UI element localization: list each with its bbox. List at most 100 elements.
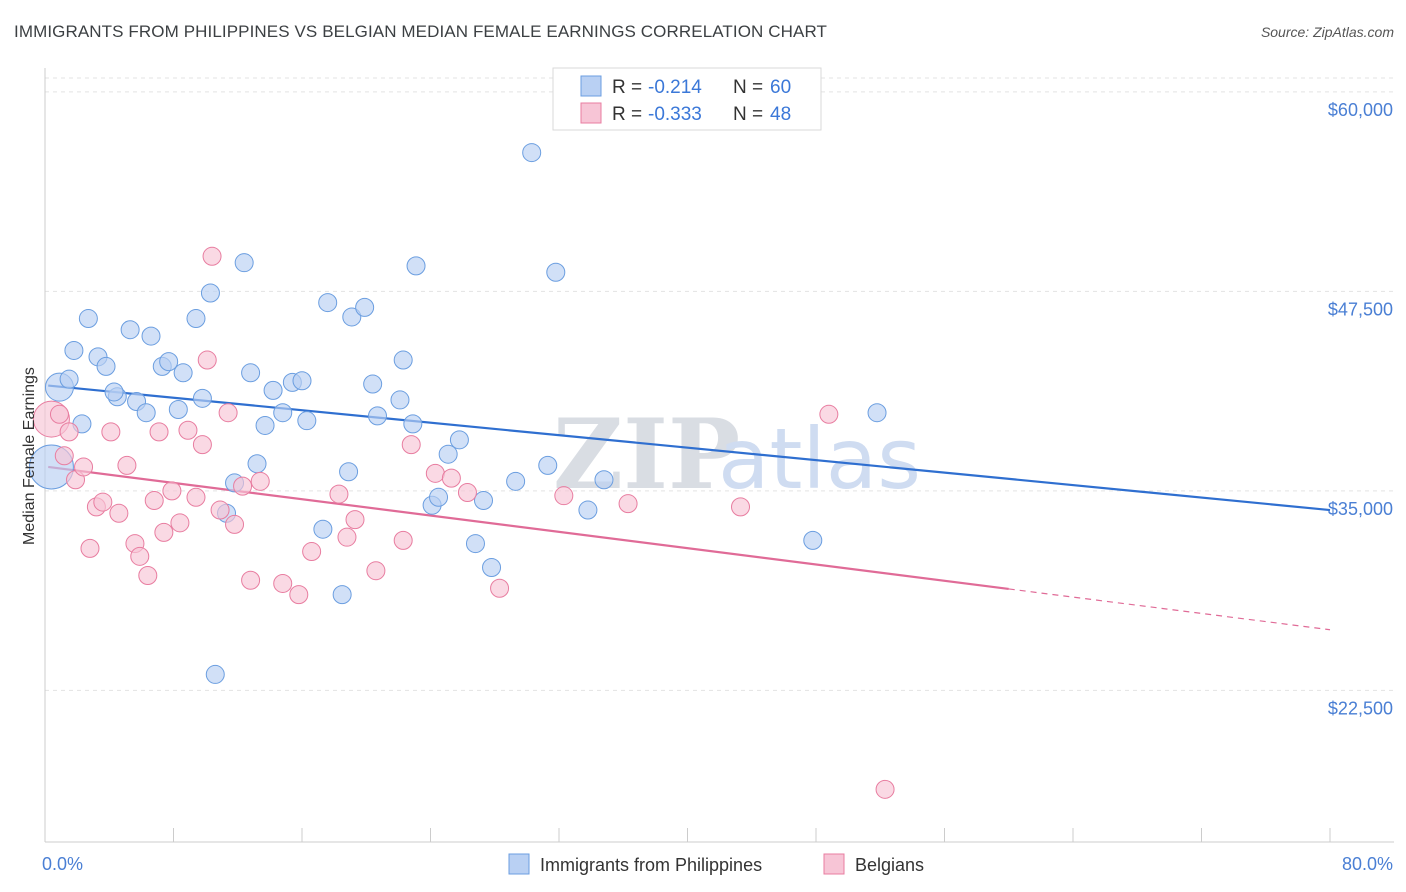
- data-point: [297, 411, 317, 431]
- data-point: [538, 455, 558, 475]
- data-point: [173, 363, 193, 383]
- stats-r-value-2: -0.333: [648, 104, 702, 125]
- legend-label-belgians: Belgians: [855, 855, 924, 875]
- data-point: [345, 510, 365, 530]
- data-point: [117, 455, 137, 475]
- legend-swatch-philippines: [508, 853, 530, 875]
- data-point: [546, 262, 566, 282]
- data-point: [819, 404, 839, 424]
- series-points-belgians: [32, 246, 895, 799]
- y-tick-labels: $60,000 $47,500 $35,000 $22,500: [1328, 100, 1393, 718]
- data-points: [28, 143, 895, 799]
- stats-legend: R = -0.214 N = 60 R = -0.333 N = 48: [552, 67, 822, 131]
- data-point: [141, 326, 161, 346]
- data-point: [393, 530, 413, 550]
- data-point: [289, 585, 309, 605]
- data-point: [96, 356, 116, 376]
- data-point: [159, 352, 179, 372]
- source-credit: Source: ZipAtlas.com: [1260, 24, 1394, 40]
- data-point: [93, 492, 113, 512]
- data-point: [875, 779, 895, 799]
- data-point: [273, 573, 293, 593]
- data-point: [401, 435, 421, 455]
- data-point: [867, 403, 887, 423]
- data-point: [168, 400, 188, 420]
- chart-title: IMMIGRANTS FROM PHILIPPINES VS BELGIAN M…: [14, 22, 828, 41]
- data-point: [363, 374, 383, 394]
- data-point: [200, 283, 220, 303]
- data-point: [186, 487, 206, 507]
- data-point: [318, 293, 338, 313]
- stats-n-label-1: N =: [733, 77, 763, 98]
- data-point: [210, 500, 230, 520]
- data-point: [366, 561, 386, 581]
- data-point: [225, 514, 245, 534]
- data-point: [202, 246, 222, 266]
- data-point: [429, 487, 449, 507]
- data-point: [339, 462, 359, 482]
- data-point: [241, 363, 261, 383]
- legend-label-philippines: Immigrants from Philippines: [540, 855, 762, 875]
- data-point: [218, 403, 238, 423]
- data-point: [130, 546, 150, 566]
- stats-n-value-1: 60: [770, 77, 791, 98]
- data-point: [355, 297, 375, 317]
- trend-line-belgians-extrapolated: [1008, 588, 1331, 631]
- stats-r-label-1: R =: [612, 77, 642, 98]
- data-point: [342, 307, 362, 327]
- data-point: [154, 522, 174, 542]
- trend-line-philippines: [48, 384, 1331, 512]
- data-point: [441, 468, 461, 488]
- data-point: [332, 585, 352, 605]
- data-point: [138, 565, 158, 585]
- data-point: [250, 471, 270, 491]
- watermark-atlas: atlas: [718, 410, 921, 508]
- data-point: [313, 519, 333, 539]
- data-point: [506, 471, 526, 491]
- data-point: [292, 371, 312, 391]
- data-point: [49, 404, 69, 424]
- data-point: [554, 486, 574, 506]
- data-point: [233, 476, 253, 496]
- data-point: [457, 482, 477, 502]
- data-point: [144, 490, 164, 510]
- data-point: [393, 350, 413, 370]
- stats-n-label-2: N =: [733, 104, 763, 125]
- watermark: ZIP atlas: [553, 398, 921, 511]
- stats-swatch-philippines: [580, 75, 602, 97]
- x-tick-right: 80.0%: [1342, 854, 1393, 874]
- data-point: [80, 538, 100, 558]
- data-point: [438, 444, 458, 464]
- stats-r-value-1: -0.214: [648, 77, 702, 98]
- trend-line-belgians: [48, 465, 1009, 591]
- data-point: [136, 403, 156, 423]
- x-tick-left: 0.0%: [42, 854, 83, 874]
- data-point: [192, 388, 212, 408]
- data-point: [74, 457, 94, 477]
- data-point: [109, 503, 129, 523]
- stats-r-label-2: R =: [612, 104, 642, 125]
- data-point: [449, 430, 469, 450]
- data-point: [247, 454, 267, 474]
- data-point: [406, 256, 426, 276]
- data-point: [104, 382, 124, 402]
- data-point: [465, 534, 485, 554]
- data-point: [803, 530, 823, 550]
- data-point: [390, 390, 410, 410]
- data-point: [59, 422, 79, 442]
- series-legend: Immigrants from Philippines Belgians: [508, 853, 924, 875]
- data-point: [186, 309, 206, 329]
- y-tick-label: $35,000: [1328, 499, 1393, 519]
- data-point: [474, 490, 494, 510]
- data-point: [241, 570, 261, 590]
- y-tick-label: $22,500: [1328, 698, 1393, 718]
- data-point: [78, 309, 98, 329]
- data-point: [101, 422, 121, 442]
- data-point: [367, 406, 387, 426]
- data-point: [482, 558, 502, 578]
- legend-swatch-belgians: [823, 853, 845, 875]
- data-point: [578, 500, 598, 520]
- data-point: [59, 369, 79, 389]
- stats-n-value-2: 48: [770, 104, 791, 125]
